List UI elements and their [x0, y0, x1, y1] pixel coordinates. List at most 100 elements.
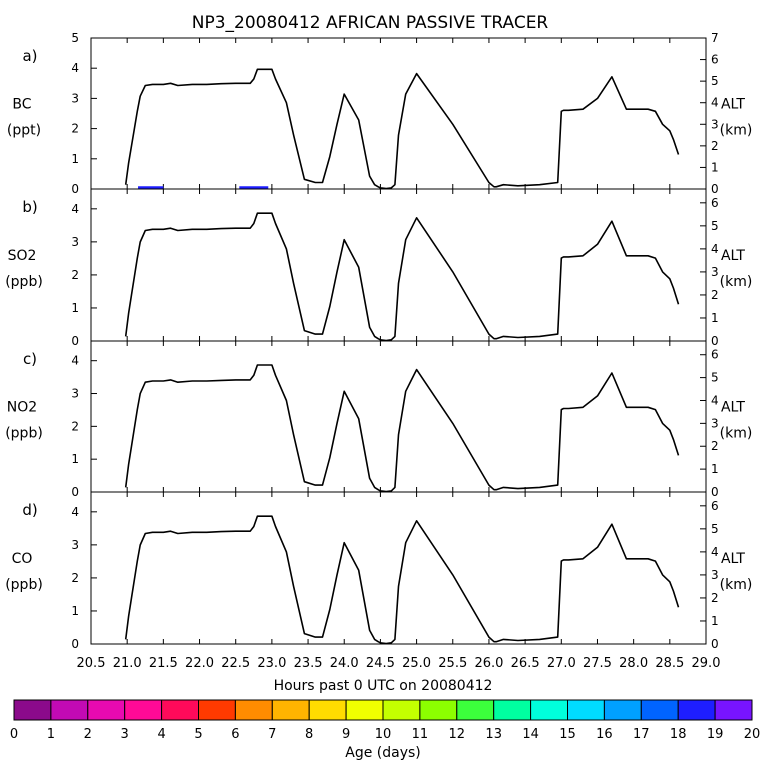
left-axis-tick-label: 1 [71, 152, 79, 166]
colorbar-tick-label: 4 [157, 727, 165, 742]
right-axis-tick-label: 6 [711, 499, 719, 513]
panel-group: 0 1 2 3 4 5 0 1 2 3 4 5 6 7 a) BC (ppt) ALT (km) 0 1 2 3 4 0 1 2 3 4… [5, 31, 752, 651]
colorbar-tick-label: 1 [47, 727, 55, 742]
panel-letter: d) [22, 501, 37, 519]
left-axis-tick-label: 4 [71, 202, 79, 216]
colorbar-tick-label: 16 [596, 727, 613, 742]
colorbar-swatch [677, 699, 716, 721]
right-axis-tick-label: 5 [711, 522, 719, 536]
right-axis-tick-label: 1 [711, 160, 719, 174]
colorbar-tick-label: 18 [670, 727, 687, 742]
colorbar-tick-label: 5 [194, 727, 202, 742]
x-axis-tick-label: 21.0 [113, 656, 142, 671]
unit-label: (ppb) [5, 274, 43, 290]
x-axis-tick-label: 29.0 [692, 656, 721, 671]
right-axis-tick-label: 3 [711, 117, 719, 131]
colorbar-swatch [161, 699, 200, 721]
panel-frame [90, 491, 707, 645]
colorbar-tick-label: 15 [559, 727, 576, 742]
right-axis-tick-label: 0 [711, 334, 719, 348]
colorbar-tick-label: 11 [412, 727, 429, 742]
chart-title: NP3_20080412 AFRICAN PASSIVE TRACER [192, 13, 549, 33]
colorbar-swatch [603, 699, 642, 721]
left-axis-tick-label: 0 [71, 182, 79, 196]
colorbar-tick-label: 7 [268, 727, 276, 742]
colorbar-swatch [530, 699, 568, 721]
colorbar-swatch [456, 699, 495, 721]
left-axis-tick-label: 2 [71, 571, 79, 585]
x-axis-tick-label: 24.5 [366, 656, 395, 671]
colorbar-tick-label: 2 [84, 727, 92, 742]
panel-frame [90, 340, 707, 493]
right-axis-tick-label: 6 [711, 53, 719, 67]
colorbar-swatch [567, 699, 605, 721]
colorbar-swatch [124, 699, 163, 721]
right-axis-tick-label: 4 [711, 96, 719, 110]
altitude-line [124, 212, 680, 342]
species-label: CO [12, 551, 33, 567]
alt-label: ALT [721, 551, 745, 567]
panel-letter: b) [22, 198, 37, 216]
colorbar-swatch [493, 699, 532, 721]
colorbar-tick-label: 8 [305, 727, 313, 742]
colorbar-tick-label: 10 [375, 727, 392, 742]
left-axis-tick-label: 4 [71, 354, 79, 368]
colorbar-swatch [271, 699, 310, 721]
left-axis-tick-label: 3 [71, 91, 79, 105]
panel-no2: 0 1 2 3 4 0 1 2 3 4 5 6 c) NO2 (ppb) ALT (km) [5, 340, 753, 499]
colorbar-swatch [198, 699, 236, 721]
right-axis-tick-label: 3 [711, 265, 719, 279]
alt-unit-label: (km) [720, 274, 753, 290]
colorbar-tick-label: 3 [121, 727, 129, 742]
panel-frame [90, 188, 707, 342]
x-axis-tick-label: 27.0 [547, 656, 576, 671]
panel-so2: 0 1 2 3 4 0 1 2 3 4 5 6 b) SO2 (ppb) ALT (km) [5, 188, 753, 348]
left-axis-tick-label: 4 [71, 505, 79, 519]
left-axis-tick-label: 1 [71, 452, 79, 466]
left-axis-tick-label: 3 [71, 538, 79, 552]
x-axis-tick-label: 23.5 [294, 656, 323, 671]
left-axis-tick-label: 1 [71, 604, 79, 618]
colorbar-tick-label: 17 [633, 727, 650, 742]
left-axis-tick-label: 0 [71, 637, 79, 651]
colorbar-tick-label: 14 [522, 727, 539, 742]
right-axis-tick-label: 7 [711, 31, 719, 45]
colorbar-swatch [87, 699, 126, 721]
left-axis-tick-label: 2 [71, 419, 79, 433]
x-axis-tick-label: 26.0 [474, 656, 503, 671]
x-axis-tick-label: 26.5 [511, 656, 540, 671]
right-axis-tick-label: 4 [711, 545, 719, 559]
right-axis-tick-label: 0 [711, 485, 719, 499]
right-axis-tick-label: 2 [711, 139, 719, 153]
x-axis-tick-label: 25.5 [438, 656, 467, 671]
alt-label: ALT [721, 248, 745, 264]
x-axis-tick-label: 28.0 [619, 656, 648, 671]
left-axis-tick-label: 2 [71, 268, 79, 282]
x-axis-tick-label: 20.5 [77, 656, 106, 671]
left-axis-tick-label: 0 [71, 334, 79, 348]
unit-label: (ppb) [5, 426, 43, 442]
colorbar-swatch [13, 699, 52, 721]
panel-letter: c) [23, 350, 37, 368]
right-axis-tick-label: 6 [711, 196, 719, 210]
alt-unit-label: (km) [720, 577, 753, 593]
altitude-line [124, 68, 680, 190]
left-axis-tick-label: 3 [71, 387, 79, 401]
x-axis-tick-label: 22.0 [185, 656, 214, 671]
right-axis-tick-label: 2 [711, 439, 719, 453]
right-axis-tick-label: 3 [711, 416, 719, 430]
panel-frame [90, 37, 707, 190]
alt-unit-label: (km) [720, 426, 753, 442]
right-axis-tick-label: 0 [711, 637, 719, 651]
left-axis-tick-label: 0 [71, 485, 79, 499]
alt-unit-label: (km) [720, 123, 753, 139]
colorbar-swatch [50, 699, 89, 721]
colorbar-swatch [345, 699, 384, 721]
x-axis-tick-label: 23.0 [257, 656, 286, 671]
colorbar-tick-label: 20 [744, 727, 761, 742]
x-axis-tick-label: 24.0 [330, 656, 359, 671]
alt-label: ALT [721, 97, 745, 113]
altitude-line [124, 364, 680, 493]
colorbar-tick-label: 6 [231, 727, 239, 742]
